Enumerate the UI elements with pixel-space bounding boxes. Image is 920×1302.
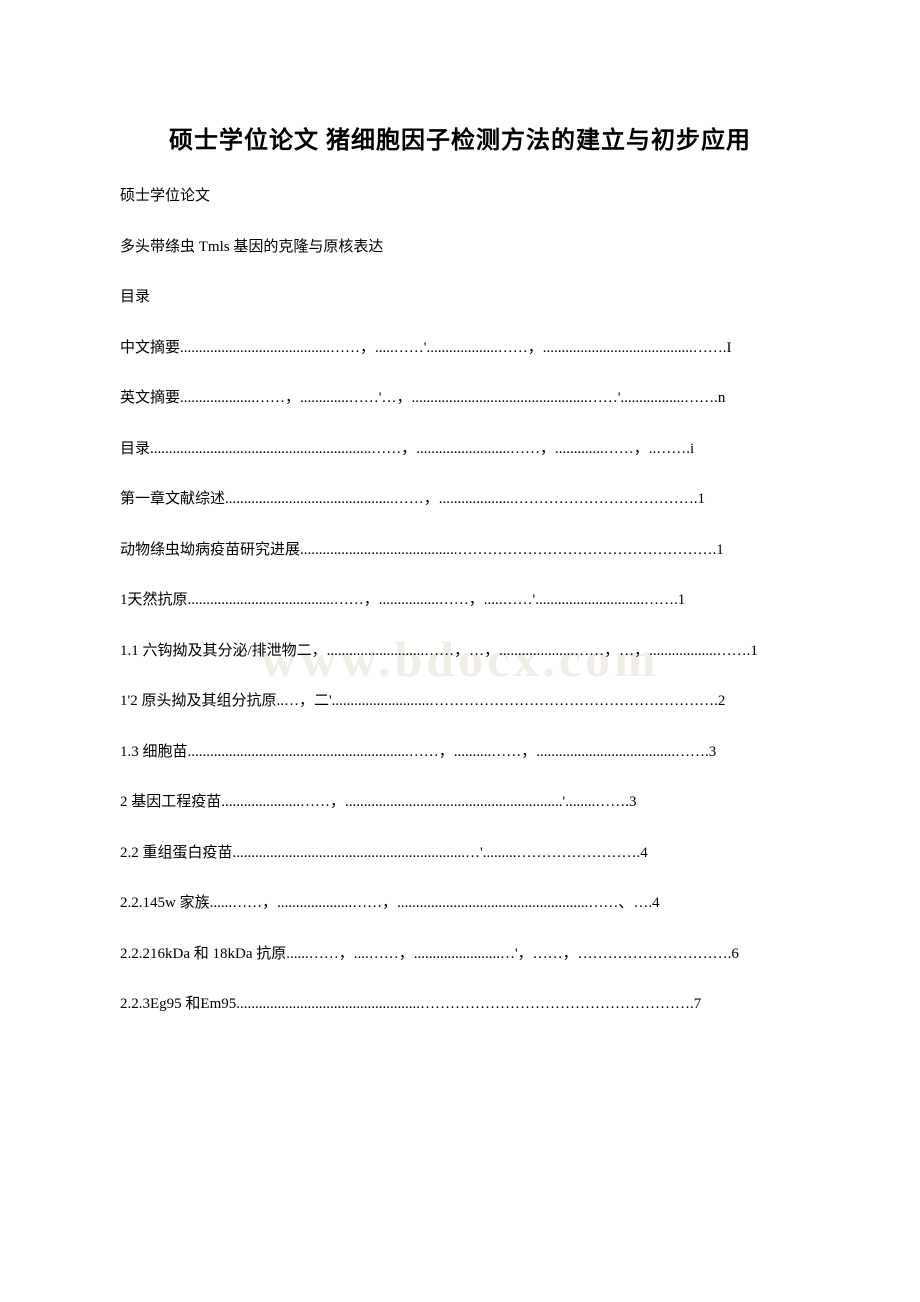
toc-entry: 2 基因工程疫苗.....................……，........… — [90, 791, 830, 814]
toc-entry: 多头带绦虫 Tmls 基因的克隆与原核表达 — [90, 236, 830, 259]
toc-entry: 2.2.145w 家族......……，....................… — [90, 892, 830, 915]
toc-entry: 目录 — [90, 286, 830, 309]
page-title: 硕士学位论文 猪细胞因子检测方法的建立与初步应用 — [90, 120, 830, 155]
document-content: 硕士学位论文 猪细胞因子检测方法的建立与初步应用 硕士学位论文 多头带绦虫 Tm… — [90, 120, 830, 1016]
toc-entry: 中文摘要....................................… — [90, 337, 830, 360]
toc-entry: 目录......................................… — [90, 438, 830, 461]
toc-entry: 2.2 重组蛋白疫苗..............................… — [90, 842, 830, 865]
toc-entry: 硕士学位论文 — [90, 185, 830, 208]
toc-entry: 第一章文献综述.................................… — [90, 488, 830, 511]
toc-entry: 英文摘要....................……，.............… — [90, 387, 830, 410]
toc-entry: 1.1 六钩拗及其分泌/排泄物二，.......................… — [90, 640, 830, 663]
toc-entry: 动物绦虫坳病疫苗研究进展............................… — [90, 539, 830, 562]
toc-entry: 2.2.3Eg95 和Em95.........................… — [90, 993, 830, 1016]
toc-entry: 1天然抗原...................................… — [90, 589, 830, 612]
toc-entry: 2.2.216kDa 和 18kDa 抗原......……，....……，...… — [90, 943, 830, 966]
toc-entry: 1.3 细胞苗.................................… — [90, 741, 830, 764]
toc-entry: 1'2 原头拗及其组分抗原..…，二'.....................… — [90, 690, 830, 713]
